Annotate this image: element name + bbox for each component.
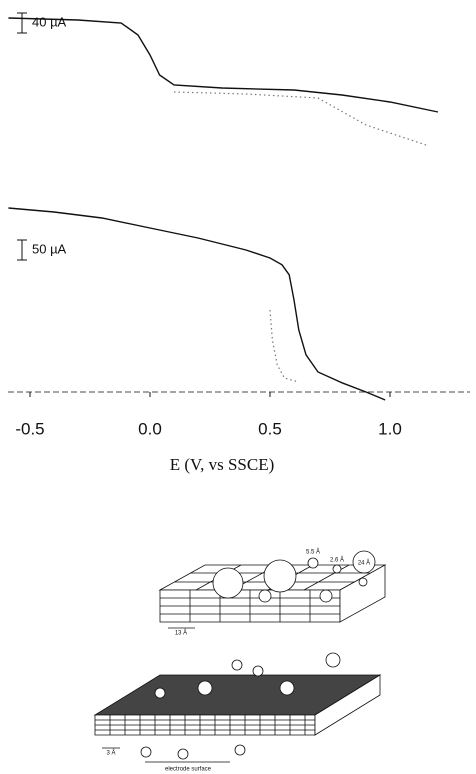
molecule (263, 559, 297, 593)
scale-bar-label: 40 µA (32, 14, 67, 29)
diagram-label: electrode surface (165, 767, 212, 773)
molecule (352, 550, 376, 574)
molecule (252, 665, 264, 677)
current-trace (173, 91, 427, 146)
scale-bar (17, 12, 27, 34)
scale-bar-label: 50 µA (32, 241, 67, 256)
diagram-label: 3 Å (106, 750, 115, 757)
molecule (325, 652, 341, 668)
molecule (177, 748, 189, 760)
molecule (231, 659, 243, 671)
current-trace (8, 207, 386, 401)
diagram-label: 24 Å (358, 560, 370, 567)
diagram-label: 5.5 Å (306, 549, 320, 556)
x-tick-label: 0.5 (258, 419, 282, 438)
molecule (140, 746, 152, 758)
current-trace (269, 309, 299, 383)
x-axis-label: E (V, vs SSCE) (170, 455, 275, 474)
scale-bar (17, 239, 27, 261)
block-side (314, 674, 381, 736)
molecule (154, 687, 166, 699)
molecule (197, 680, 213, 696)
x-tick-label: 1.0 (378, 419, 402, 438)
x-tick-label: 0.0 (138, 419, 162, 438)
block-grid (95, 715, 315, 735)
pore-diagram (93, 550, 387, 763)
molecule (212, 567, 244, 599)
molecule (307, 557, 319, 569)
current-trace (8, 17, 439, 113)
molecule (332, 564, 342, 574)
dim-arrow (102, 747, 230, 763)
molecule (258, 589, 272, 603)
molecule (358, 577, 368, 587)
diagram-label: 2.6 Å (330, 557, 344, 564)
molecule (319, 589, 333, 603)
molecule (279, 680, 295, 696)
molecule (234, 744, 246, 756)
x-tick-label: -0.5 (15, 419, 44, 438)
diagram-label: 13 Å (175, 630, 187, 637)
